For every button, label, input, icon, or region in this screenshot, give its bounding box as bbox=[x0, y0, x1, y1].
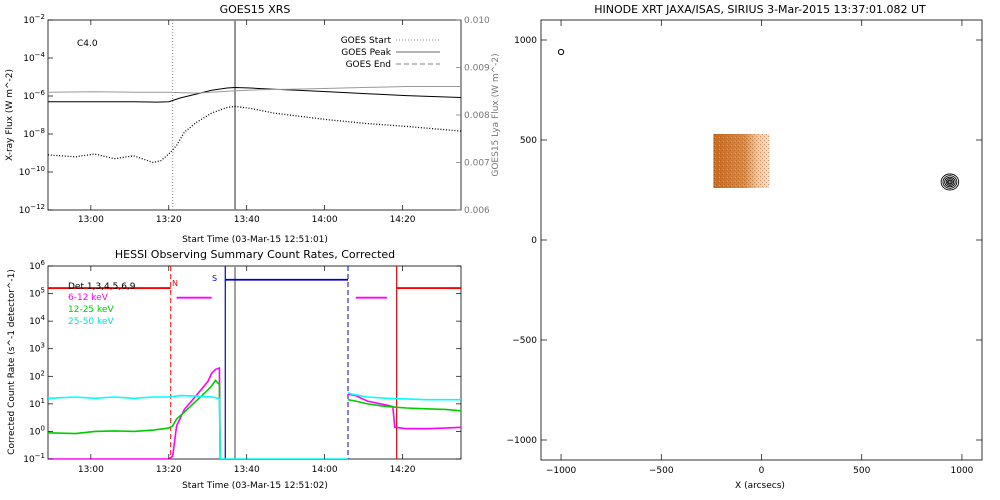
hessi-y-tick-label: 104 bbox=[29, 314, 45, 327]
goes-title: GOES15 XRS bbox=[220, 3, 291, 16]
hessi-y-tick-label: 101 bbox=[29, 397, 45, 410]
goes-x-tick-label: 13:00 bbox=[78, 215, 104, 225]
hessi-x-tick-label: 13:20 bbox=[156, 465, 182, 475]
xrt-y-tick-label: −1000 bbox=[507, 436, 538, 446]
hessi-xlabel: Start Time (03-Mar-15 12:51:02) bbox=[182, 481, 328, 491]
xrt-contour bbox=[948, 180, 952, 184]
xrt-x-tick-label: −1000 bbox=[546, 466, 577, 476]
hessi-y-tick-label: 10−1 bbox=[23, 452, 45, 465]
hessi-legend: Det 1,3,4,5,6,9 6-12 keV 12-25 keV 25-50… bbox=[68, 282, 136, 327]
hessi-series-0 bbox=[48, 366, 221, 459]
xrt-x-tick-label: 0 bbox=[759, 466, 765, 476]
goes-ylabel: X-ray Flux (W m^-2) bbox=[5, 69, 15, 161]
goes-plot-frame bbox=[47, 19, 462, 211]
goes-series-1 bbox=[48, 105, 461, 164]
xrt-contour bbox=[940, 173, 960, 191]
xrt-contour bbox=[947, 179, 953, 185]
hessi-y-tick-label: 100 bbox=[29, 424, 45, 437]
xrt-y-tick-label: 1000 bbox=[514, 36, 537, 46]
xrt-contour bbox=[944, 176, 956, 188]
goes-legend-start: GOES Start bbox=[341, 36, 392, 46]
xrt-xlabel: X (arcsecs) bbox=[735, 481, 785, 491]
hessi-series-1 bbox=[347, 393, 461, 430]
xrt-plot-frame bbox=[540, 19, 983, 461]
xrt-contour bbox=[945, 178, 955, 186]
goes-y-tick-label: 10−2 bbox=[23, 13, 45, 26]
hessi-series-3 bbox=[347, 398, 461, 412]
goes-legend-peak: GOES Peak bbox=[341, 48, 391, 58]
hessi-title: HESSI Observing Summary Count Rates, Cor… bbox=[115, 248, 395, 261]
xrt-image-texture bbox=[713, 134, 770, 188]
xrt-symbol bbox=[557, 48, 565, 56]
goes-panel: GOES15 XRS 13:00 13:20 13:40 14:00 14:20 10−2… bbox=[5, 3, 501, 245]
goes-y2-tick-label: 0.006 bbox=[464, 206, 490, 216]
goes-y2-tick-label: 0.009 bbox=[464, 64, 490, 74]
xrt-panel: HINODE XRT JAXA/ISAS, SIRIUS 3-Mar-2015 … bbox=[507, 3, 983, 491]
goes-x-tick-label: 14:00 bbox=[312, 215, 338, 225]
goes-series-2 bbox=[48, 86, 461, 94]
hessi-x-tick-label: 13:40 bbox=[234, 465, 260, 475]
goes-y2-tick-label: 0.010 bbox=[464, 16, 490, 26]
goes-xlabel: Start Time (03-Mar-15 12:51:01) bbox=[182, 235, 328, 245]
xrt-y-tick-label: 500 bbox=[520, 136, 537, 146]
goes-y-tick-label: 10−10 bbox=[19, 165, 45, 178]
xrt-y-tick-label: 0 bbox=[531, 236, 537, 246]
hessi-x-tick-label: 14:00 bbox=[312, 465, 338, 475]
xrt-y-tick-label: −500 bbox=[512, 336, 537, 346]
goes-legend-end: GOES End bbox=[346, 60, 391, 70]
xrt-title: HINODE XRT JAXA/ISAS, SIRIUS 3-Mar-2015 … bbox=[594, 3, 926, 16]
hessi-y-tick-label: 103 bbox=[29, 342, 45, 355]
xrt-contour bbox=[942, 175, 958, 189]
hessi-saa-flag: S bbox=[212, 274, 217, 283]
hessi-legend-band-2: 12-25 keV bbox=[68, 305, 114, 315]
hessi-legend-band-3: 25-50 keV bbox=[68, 317, 114, 327]
xrt-x-tick-label: −500 bbox=[649, 466, 674, 476]
xrt-x-tick-label: 1000 bbox=[951, 466, 974, 476]
goes-x-tick-label: 14:20 bbox=[390, 215, 416, 225]
hessi-series-5 bbox=[347, 392, 461, 401]
goes-y-tick-label: 10−12 bbox=[19, 203, 45, 216]
hessi-series-2 bbox=[48, 379, 221, 459]
goes-x-tick-label: 13:20 bbox=[156, 215, 182, 225]
hessi-y-tick-label: 105 bbox=[29, 287, 45, 300]
goes-x-tick-label: 13:40 bbox=[234, 215, 260, 225]
hessi-series-4 bbox=[48, 394, 348, 459]
hessi-legend-band-1: 6-12 keV bbox=[68, 293, 109, 303]
goes-y-tick-label: 10−4 bbox=[23, 51, 45, 64]
hessi-x-tick-label: 14:20 bbox=[390, 465, 416, 475]
hessi-ylabel: Corrected Count Rate (s^-1 detector^-1) bbox=[7, 269, 17, 455]
hessi-plot-frame bbox=[47, 265, 462, 460]
hessi-panel: HESSI Observing Summary Count Rates, Cor… bbox=[7, 248, 462, 491]
xrt-x-tick-label: 500 bbox=[853, 466, 870, 476]
goes-series-0 bbox=[48, 86, 461, 103]
goes-ylabel-right: GOES15 Lya Flux (W m^-2) bbox=[491, 53, 501, 176]
goes-flare-class: C4.0 bbox=[77, 39, 98, 49]
hessi-x-tick-label: 13:00 bbox=[78, 465, 104, 475]
hessi-night-flag: N bbox=[172, 279, 178, 288]
goes-y-tick-label: 10−6 bbox=[23, 89, 45, 102]
goes-legend: GOES Start GOES Peak GOES End bbox=[341, 36, 440, 70]
goes-y2-tick-label: 0.007 bbox=[464, 159, 490, 169]
hessi-y-tick-label: 102 bbox=[29, 369, 45, 382]
goes-y-tick-label: 10−8 bbox=[23, 127, 45, 140]
goes-y2-tick-label: 0.008 bbox=[464, 111, 490, 121]
hessi-y-tick-label: 106 bbox=[29, 259, 45, 272]
hessi-legend-detectors: Det 1,3,4,5,6,9 bbox=[68, 282, 136, 292]
